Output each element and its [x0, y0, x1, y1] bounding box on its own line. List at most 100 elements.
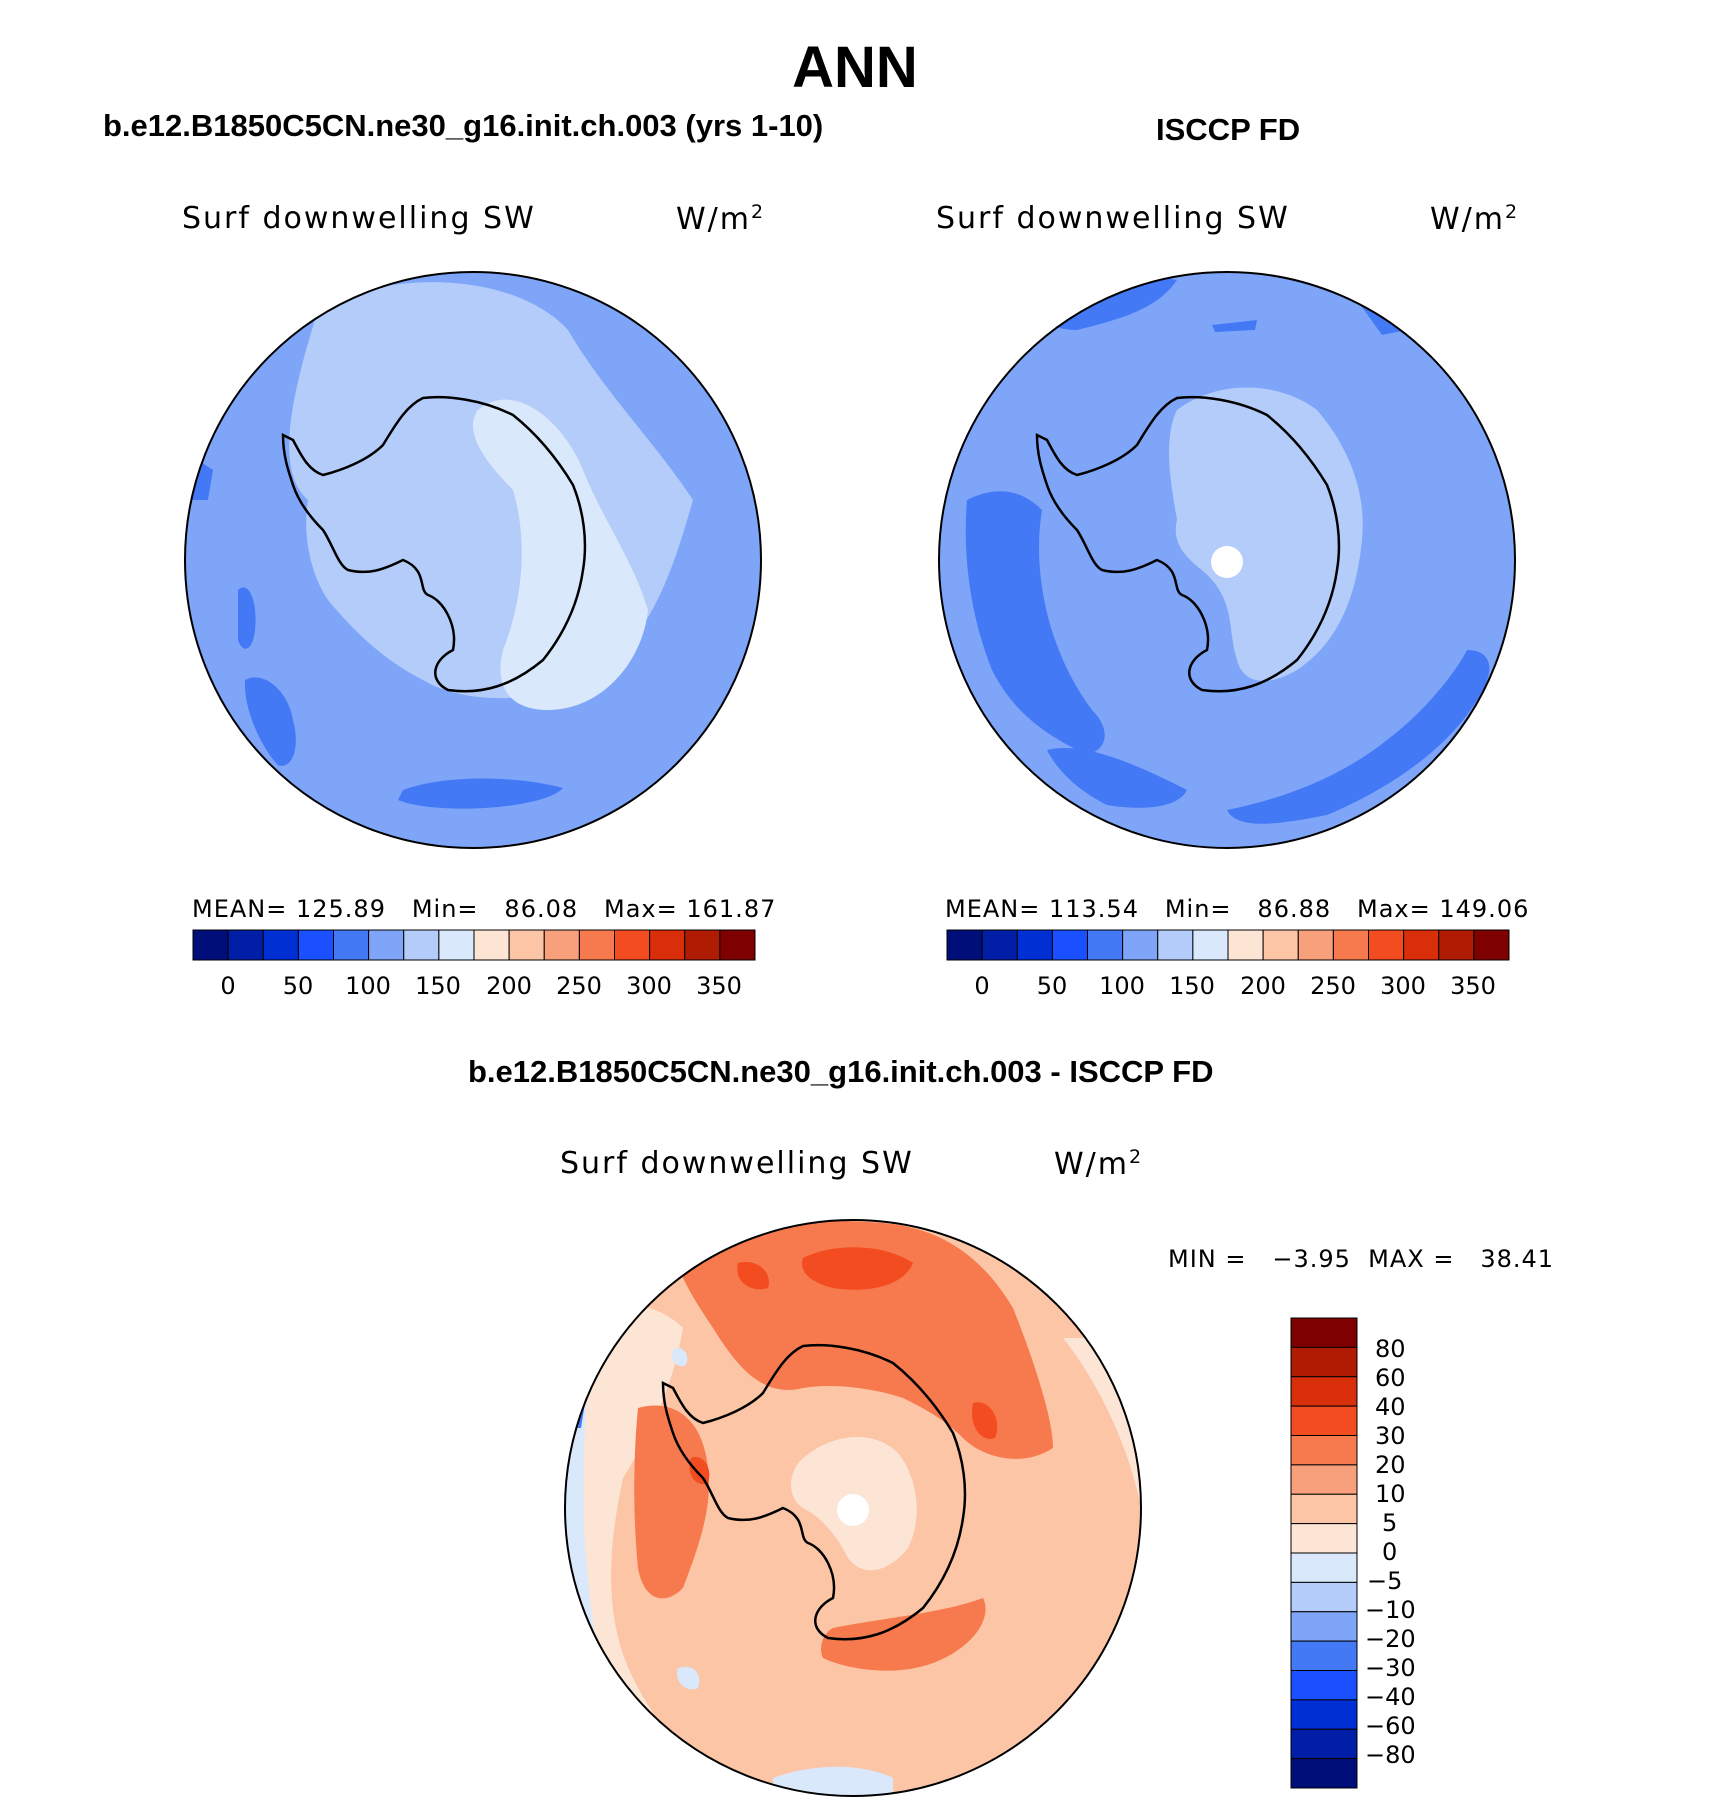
colorbar-swatch	[543, 929, 580, 961]
colorbar-swatch	[946, 929, 983, 961]
panel2-tick: 0	[974, 972, 990, 1000]
panel1-tick: 150	[415, 972, 461, 1000]
panel3-tick: −5	[1367, 1567, 1403, 1595]
panel3-map-border	[564, 1219, 1142, 1797]
colorbar-swatch	[1403, 929, 1440, 961]
main-title: ANN	[792, 35, 918, 100]
panel1-stats: MEAN= 125.89 Min= 86.08 Max= 161.87	[192, 895, 777, 923]
panel3-units: W/m2	[1054, 1146, 1144, 1182]
colorbar-swatch	[1290, 1758, 1358, 1789]
panel1-field-min-3	[238, 587, 256, 649]
panel2-field-low-3	[1227, 650, 1490, 824]
colorbar-swatch	[1368, 929, 1405, 961]
panel2-tick: 250	[1310, 972, 1356, 1000]
colorbar-swatch	[981, 929, 1018, 961]
colorbar-swatch	[1290, 1611, 1358, 1642]
colorbar-swatch	[1051, 929, 1088, 961]
colorbar-swatch	[1192, 929, 1229, 961]
panel1-tick: 350	[696, 972, 742, 1000]
colorbar-swatch	[227, 929, 264, 961]
panel3-tick: 5	[1382, 1509, 1398, 1537]
panel3-field-max-4	[689, 1457, 710, 1485]
panel2-pole-hole	[1211, 546, 1243, 578]
panel2-field-low-2	[1047, 748, 1187, 808]
panel3-colorbar-ticks: 80 60 40 30 20 10 5 0 −5 −10 −20 −30 −40…	[1365, 1318, 1485, 1788]
colorbar-swatch	[1290, 1435, 1358, 1466]
colorbar-swatch	[1297, 929, 1334, 961]
colorbar-swatch	[1290, 1376, 1358, 1407]
colorbar-swatch	[1290, 1552, 1358, 1583]
panel2-tick: 100	[1099, 972, 1145, 1000]
panel3-tick: −40	[1365, 1683, 1416, 1711]
colorbar-swatch	[578, 929, 615, 961]
panel3-field-negative-min	[565, 1388, 585, 1428]
colorbar-swatch	[1290, 1523, 1358, 1554]
colorbar-swatch	[1473, 929, 1510, 961]
panel3-field-max-2	[737, 1262, 769, 1290]
panel1-tick: 50	[282, 972, 314, 1000]
panel2-colorbar-ticks: 0 50 100 150 200 250 300 350	[947, 972, 1509, 1002]
panel2-tick: 300	[1380, 972, 1426, 1000]
colorbar-swatch	[1332, 929, 1369, 961]
panel3-tick: −80	[1365, 1741, 1416, 1769]
panel2-antarctica-coast	[1035, 395, 1341, 693]
colorbar-swatch	[1157, 929, 1194, 961]
panel2-variable-label: Surf downwelling SW	[936, 201, 1290, 236]
panel2-colorbar	[946, 929, 1510, 961]
panel2-field-low-1	[965, 491, 1105, 755]
panel3-tick: −10	[1365, 1596, 1416, 1624]
colorbar-swatch	[1290, 1317, 1358, 1348]
panel3-pole-hole	[837, 1494, 869, 1526]
panel3-tick: −30	[1365, 1654, 1416, 1682]
panel1-units: W/m2	[676, 201, 766, 237]
panel3-stats: MIN = −3.95 MAX = 38.41	[1168, 1245, 1555, 1273]
panel1-map	[184, 271, 762, 849]
panel1-tick: 0	[220, 972, 236, 1000]
colorbar-swatch	[192, 929, 229, 961]
panel3-tick: −20	[1365, 1625, 1416, 1653]
panel3-tick: −60	[1365, 1712, 1416, 1740]
panel1-tick: 250	[556, 972, 602, 1000]
colorbar-swatch	[473, 929, 510, 961]
colorbar-swatch	[649, 929, 686, 961]
colorbar-swatch	[1016, 929, 1053, 961]
colorbar-swatch	[1227, 929, 1264, 961]
panel3-tick: 60	[1375, 1364, 1406, 1392]
panel1-antarctica-coast	[281, 395, 587, 693]
panel1-field-min-2	[244, 677, 296, 766]
panel2-tick: 150	[1169, 972, 1215, 1000]
colorbar-swatch	[1290, 1581, 1358, 1613]
panel2-units: W/m2	[1430, 201, 1520, 237]
panel2-tick: 200	[1240, 972, 1286, 1000]
panel3-field-high-south	[821, 1598, 986, 1671]
panel3-tick: 40	[1375, 1393, 1406, 1421]
panel2-tick: 50	[1036, 972, 1068, 1000]
colorbar-swatch	[684, 929, 721, 961]
colorbar-swatch	[1438, 929, 1475, 961]
colorbar-swatch	[1087, 929, 1124, 961]
panel1-variable-label: Surf downwelling SW	[182, 201, 536, 236]
panel1-tick: 200	[486, 972, 532, 1000]
panel2-map-border	[938, 271, 1516, 849]
panel1-field-max	[472, 399, 648, 710]
panel3-antarctica-coast	[661, 1343, 967, 1641]
colorbar-swatch	[1290, 1640, 1358, 1671]
panel3-field-negative-south	[773, 1766, 893, 1796]
colorbar-swatch	[1290, 1405, 1358, 1436]
panel3-field-max-3	[972, 1402, 998, 1439]
colorbar-swatch	[1290, 1728, 1358, 1760]
colorbar-swatch	[614, 929, 651, 961]
colorbar-swatch	[1290, 1699, 1358, 1730]
panel3-tick: 20	[1375, 1451, 1406, 1479]
panel3-field-high-west	[634, 1405, 709, 1599]
panel2-heading: ISCCP FD	[1156, 112, 1301, 147]
colorbar-swatch	[508, 929, 545, 961]
panel2-field-low-5	[1212, 320, 1257, 332]
panel3-heading: b.e12.B1850C5CN.ne30_g16.init.ch.003 - I…	[468, 1054, 1214, 1089]
panel3-variable-label: Surf downwelling SW	[560, 1146, 914, 1181]
panel3-colorbar	[1290, 1317, 1358, 1789]
colorbar-swatch	[262, 929, 299, 961]
colorbar-swatch	[368, 929, 405, 961]
colorbar-swatch	[1290, 1493, 1358, 1525]
colorbar-swatch	[1290, 1670, 1358, 1701]
